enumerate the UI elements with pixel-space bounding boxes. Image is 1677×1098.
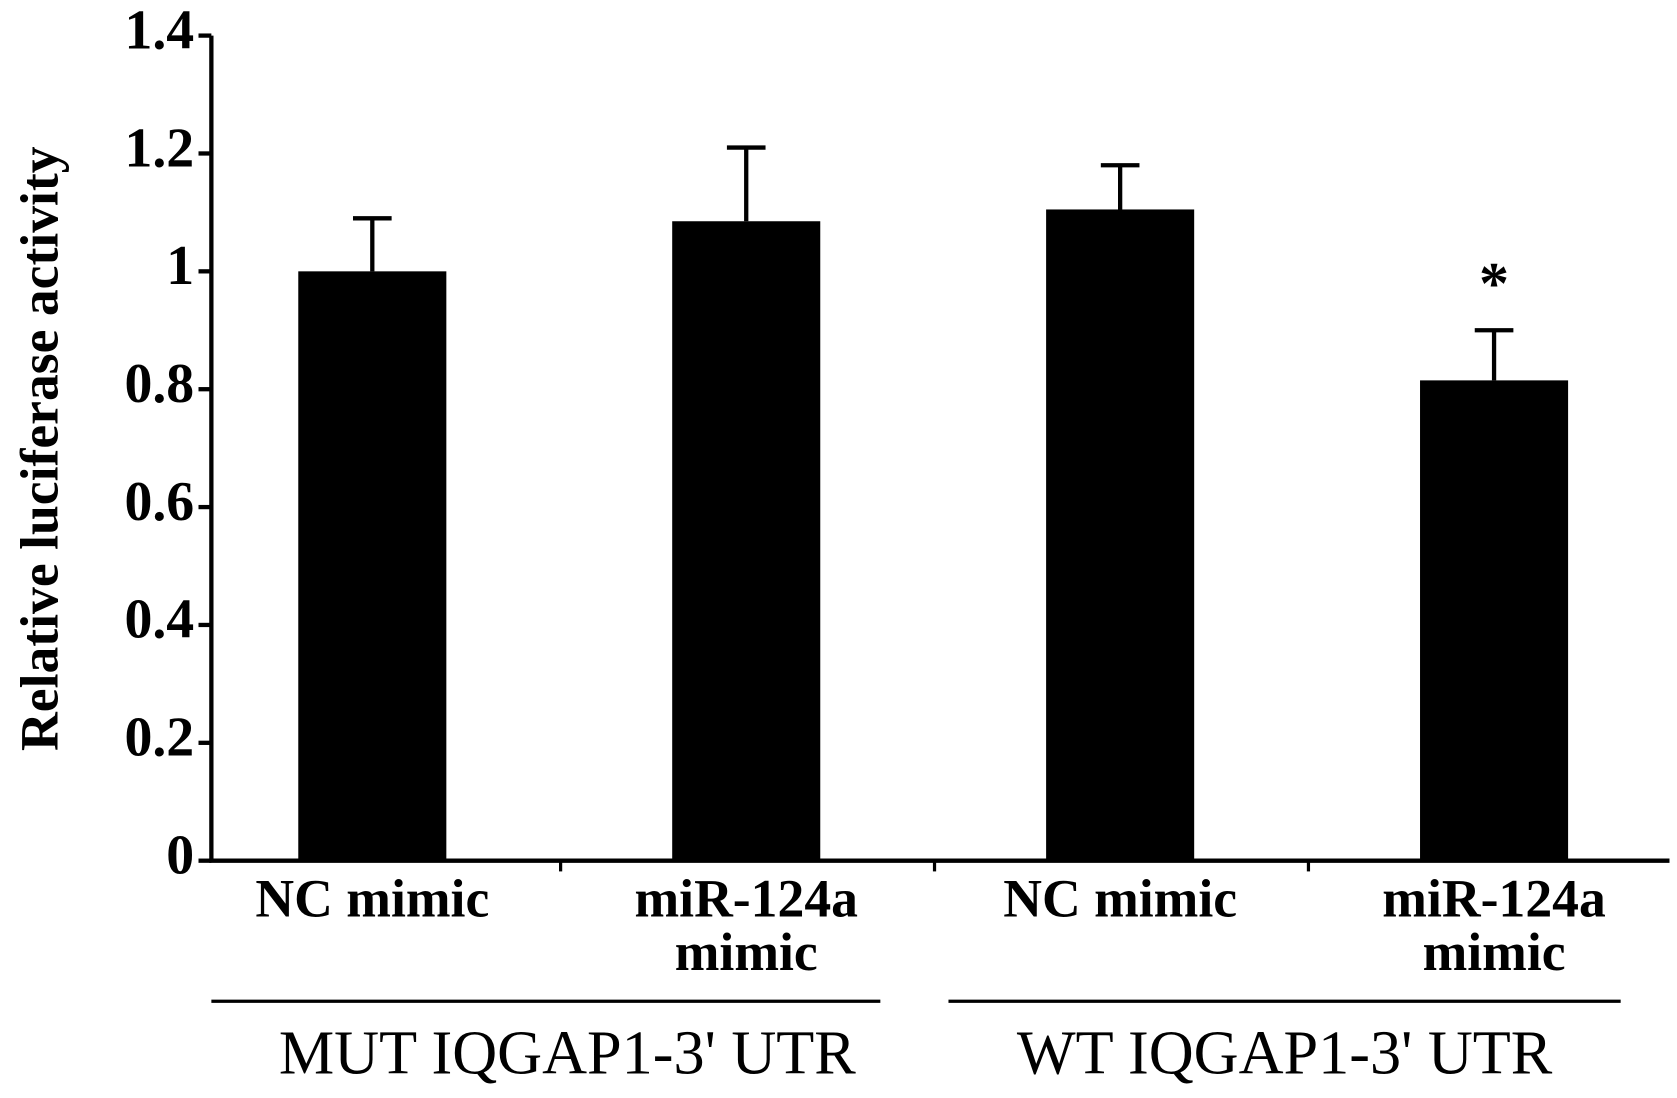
y-tick-label: 0.2 bbox=[124, 707, 194, 769]
bar bbox=[1046, 209, 1195, 861]
bar bbox=[672, 221, 821, 861]
x-label-box: NC mimic bbox=[1003, 871, 1238, 929]
y-tick-label: 0.6 bbox=[124, 471, 194, 533]
x-tick-label: NC mimic bbox=[1003, 871, 1238, 929]
group-label: WT IQGAP1-3' UTR bbox=[1017, 1019, 1553, 1087]
y-tick-label: 0.8 bbox=[124, 353, 194, 415]
x-tick-label: miR-124a mimic bbox=[1382, 871, 1606, 982]
annotation: * bbox=[1479, 249, 1509, 316]
y-tick-label: 1 bbox=[166, 235, 194, 297]
x-label-box: miR-124a mimic bbox=[634, 871, 858, 982]
y-axis-title: Relative luciferase activity bbox=[9, 146, 69, 751]
bar bbox=[1420, 380, 1569, 861]
x-label-box: NC mimic bbox=[255, 871, 490, 929]
x-label-box: miR-124a mimic bbox=[1382, 871, 1606, 982]
y-tick-label: 1.4 bbox=[124, 0, 194, 61]
y-tick-label: 1.2 bbox=[124, 117, 194, 179]
y-tick-label: 0.4 bbox=[124, 589, 194, 651]
x-tick-label: NC mimic bbox=[255, 871, 490, 929]
y-tick-label: 0 bbox=[166, 824, 194, 886]
group-label: MUT IQGAP1-3' UTR bbox=[279, 1019, 856, 1087]
x-tick-label: miR-124a mimic bbox=[634, 871, 858, 982]
bar bbox=[298, 271, 447, 861]
